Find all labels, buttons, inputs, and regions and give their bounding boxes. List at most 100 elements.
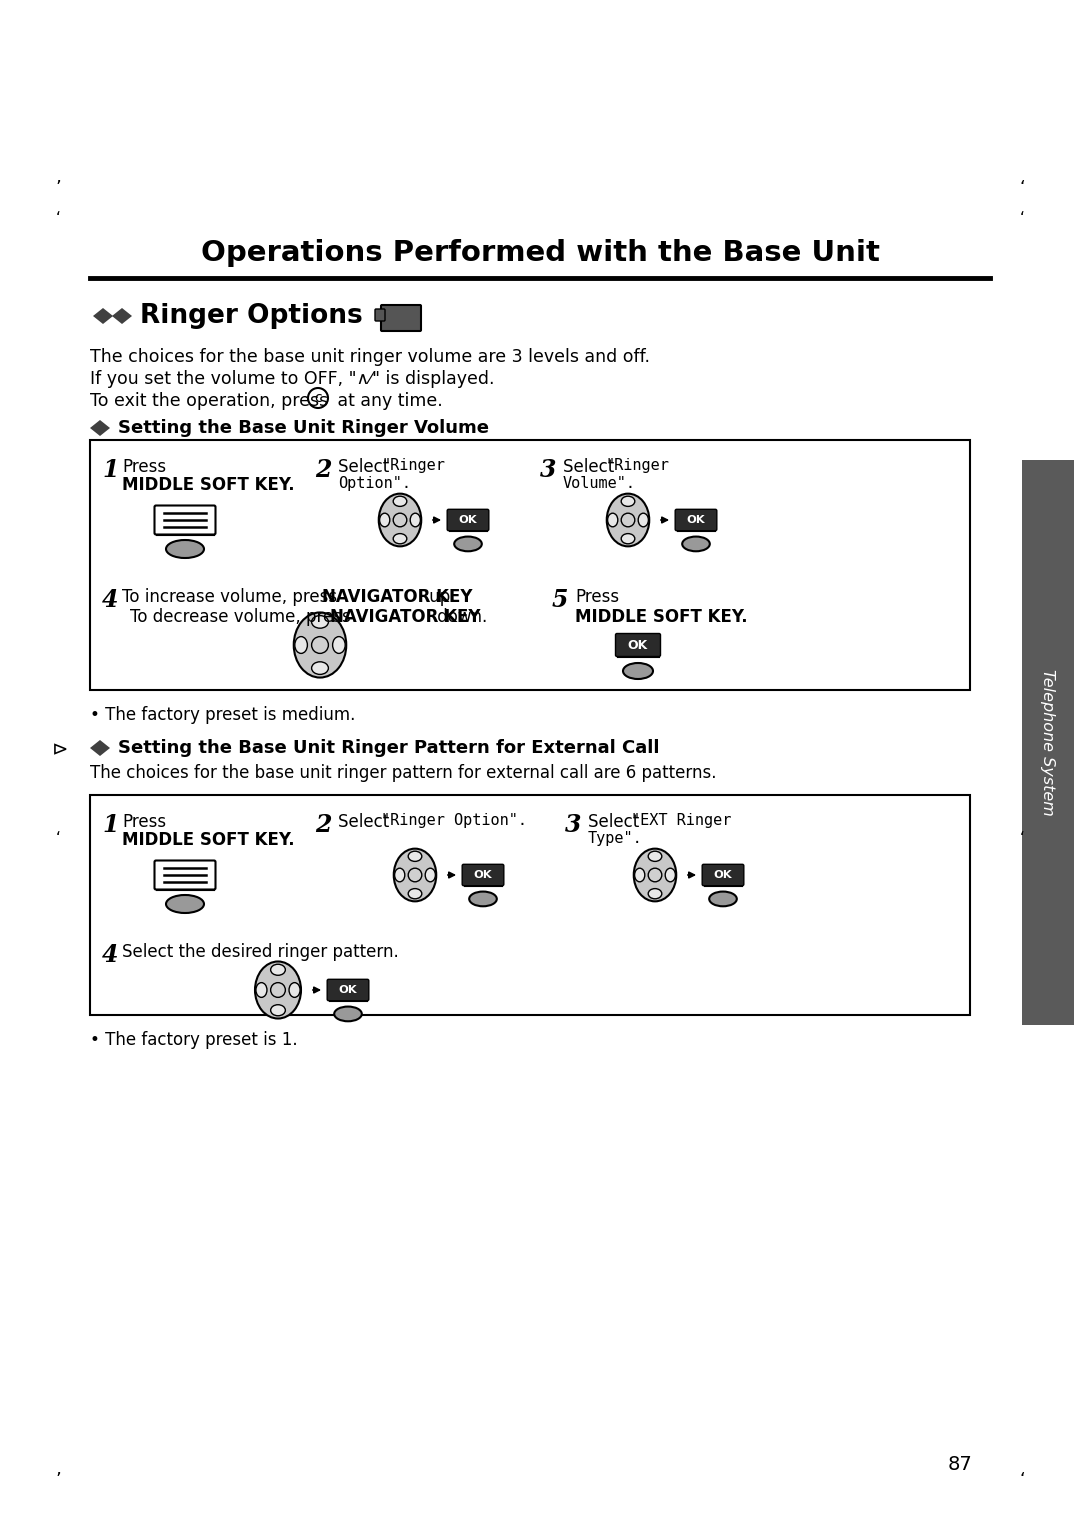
Text: 2: 2 <box>315 813 332 837</box>
Ellipse shape <box>648 889 662 898</box>
Bar <box>90 440 970 691</box>
Text: • The factory preset is medium.: • The factory preset is medium. <box>90 706 355 724</box>
Ellipse shape <box>379 513 390 527</box>
Ellipse shape <box>635 868 645 882</box>
Ellipse shape <box>426 868 435 882</box>
Text: Press: Press <box>122 458 166 477</box>
FancyBboxPatch shape <box>381 306 421 332</box>
Ellipse shape <box>294 613 347 677</box>
Text: Operations Performed with the Base Unit: Operations Performed with the Base Unit <box>201 238 879 267</box>
Ellipse shape <box>394 848 436 902</box>
Text: c: c <box>314 391 322 405</box>
Ellipse shape <box>608 513 618 527</box>
Ellipse shape <box>312 616 328 628</box>
Polygon shape <box>90 740 110 756</box>
Ellipse shape <box>312 662 328 674</box>
Ellipse shape <box>607 494 649 547</box>
Ellipse shape <box>379 494 421 547</box>
Text: ⊳: ⊳ <box>52 741 68 759</box>
FancyBboxPatch shape <box>702 865 744 886</box>
FancyBboxPatch shape <box>616 634 661 657</box>
Polygon shape <box>112 309 132 324</box>
FancyBboxPatch shape <box>675 509 717 530</box>
Polygon shape <box>93 309 113 324</box>
Text: 4: 4 <box>102 588 119 613</box>
Text: Press: Press <box>122 813 166 831</box>
Text: NAVIGATOR KEY: NAVIGATOR KEY <box>322 588 473 607</box>
Text: 1: 1 <box>102 458 119 481</box>
Ellipse shape <box>469 891 497 906</box>
Ellipse shape <box>393 497 407 506</box>
Bar <box>90 795 970 1015</box>
Text: MIDDLE SOFT KEY.: MIDDLE SOFT KEY. <box>122 831 295 850</box>
Circle shape <box>312 637 328 654</box>
Text: 3: 3 <box>540 458 556 481</box>
Ellipse shape <box>710 891 737 906</box>
Text: To increase volume, press: To increase volume, press <box>122 588 342 607</box>
Text: Setting the Base Unit Ringer Volume: Setting the Base Unit Ringer Volume <box>118 419 489 437</box>
Text: To decrease volume, press: To decrease volume, press <box>130 608 356 626</box>
Ellipse shape <box>621 497 635 506</box>
Text: up.: up. <box>424 588 456 607</box>
Ellipse shape <box>638 513 648 527</box>
Text: OK: OK <box>339 986 357 995</box>
Text: OK: OK <box>459 515 477 526</box>
Text: "EXT Ringer: "EXT Ringer <box>631 813 731 828</box>
Text: Ringer Options: Ringer Options <box>140 303 363 329</box>
FancyBboxPatch shape <box>462 865 503 886</box>
Text: 87: 87 <box>947 1456 972 1475</box>
Circle shape <box>621 513 635 527</box>
Text: Telephone System: Telephone System <box>1040 669 1055 816</box>
FancyBboxPatch shape <box>154 860 216 889</box>
Circle shape <box>408 868 422 882</box>
Text: "Ringer Option".: "Ringer Option". <box>381 813 527 828</box>
Ellipse shape <box>166 539 204 558</box>
Text: ʼ: ʼ <box>55 1471 60 1488</box>
Text: Type".: Type". <box>588 831 643 847</box>
Text: ʻ: ʻ <box>55 211 60 226</box>
Text: 3: 3 <box>565 813 581 837</box>
Text: ʻ: ʻ <box>1020 211 1025 226</box>
Text: ʼ: ʼ <box>55 179 60 197</box>
Text: down.: down. <box>432 608 487 626</box>
Text: Select: Select <box>338 813 394 831</box>
Text: 5: 5 <box>552 588 568 613</box>
Ellipse shape <box>271 964 285 975</box>
Circle shape <box>648 868 662 882</box>
Text: OK: OK <box>627 639 648 651</box>
Ellipse shape <box>256 983 267 998</box>
FancyBboxPatch shape <box>327 979 369 1001</box>
Text: Setting the Base Unit Ringer Pattern for External Call: Setting the Base Unit Ringer Pattern for… <box>118 740 660 756</box>
Ellipse shape <box>621 533 635 544</box>
Text: OK: OK <box>687 515 705 526</box>
Text: Select: Select <box>338 458 394 477</box>
Ellipse shape <box>166 895 204 914</box>
Text: ʻ: ʻ <box>1020 831 1025 845</box>
Text: The choices for the base unit ringer pattern for external call are 6 patterns.: The choices for the base unit ringer pat… <box>90 764 716 782</box>
Text: The choices for the base unit ringer volume are 3 levels and off.: The choices for the base unit ringer vol… <box>90 348 650 367</box>
Text: Volume".: Volume". <box>563 477 636 490</box>
Text: To exit the operation, press: To exit the operation, press <box>90 393 334 410</box>
Bar <box>1022 460 1074 1025</box>
Text: 1: 1 <box>102 813 119 837</box>
Text: 4: 4 <box>102 943 119 967</box>
Ellipse shape <box>333 637 346 654</box>
Text: • The factory preset is 1.: • The factory preset is 1. <box>90 1031 298 1050</box>
Text: Select the desired ringer pattern.: Select the desired ringer pattern. <box>122 943 399 961</box>
Text: OK: OK <box>714 869 732 880</box>
Text: MIDDLE SOFT KEY.: MIDDLE SOFT KEY. <box>575 608 747 626</box>
Text: ʻ: ʻ <box>1020 179 1025 197</box>
Circle shape <box>271 983 285 998</box>
Text: Press: Press <box>575 588 619 607</box>
Ellipse shape <box>394 868 405 882</box>
Ellipse shape <box>634 848 676 902</box>
Text: at any time.: at any time. <box>332 393 443 410</box>
Ellipse shape <box>289 983 300 998</box>
Text: ʻ: ʻ <box>1020 1471 1025 1488</box>
Text: NAVIGATOR KEY: NAVIGATOR KEY <box>330 608 481 626</box>
FancyBboxPatch shape <box>375 309 384 321</box>
FancyBboxPatch shape <box>447 509 489 530</box>
Circle shape <box>308 388 328 408</box>
Text: Select: Select <box>563 458 620 477</box>
Ellipse shape <box>683 536 710 552</box>
